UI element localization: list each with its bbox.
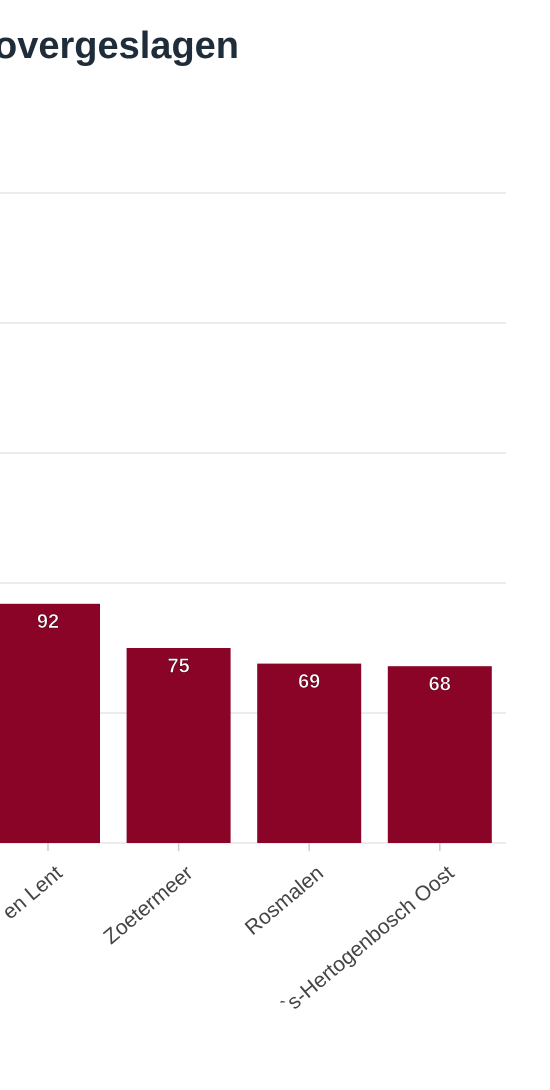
bar [0,603,100,843]
x-tick-label: Zoetermeer [99,861,197,948]
value-label: 69 [298,671,320,693]
x-tick-label: en Lent [0,861,67,924]
bar [257,663,362,843]
x-tick-label: Rosmalen [241,861,328,939]
chart-title: overgeslagen [0,25,239,67]
value-label: 75 [167,655,189,677]
bar [126,648,231,843]
value-label: 68 [429,673,451,695]
value-label: 92 [37,611,59,633]
bar [387,666,492,843]
